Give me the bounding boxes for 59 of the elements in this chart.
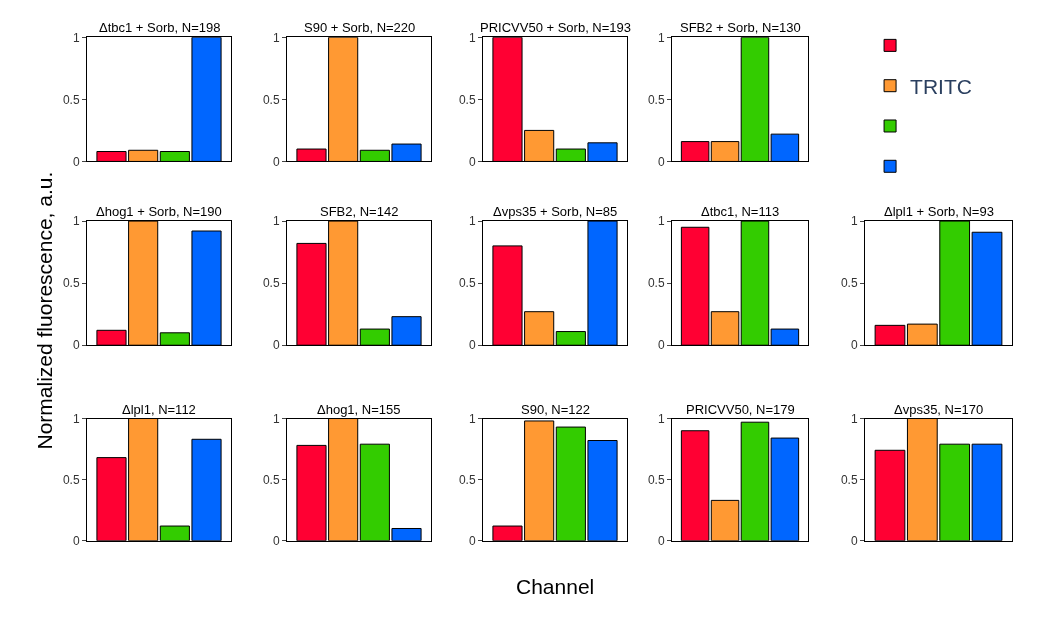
y-tick-label: 0.5 [62, 92, 80, 107]
y-tick-label: 0.5 [262, 92, 280, 107]
y-tick-label: 1 [272, 411, 280, 426]
y-tick-label: 1 [468, 214, 476, 229]
y-tick-label: 0 [272, 338, 280, 353]
chart-title: S90 + Sorb, N=220 [304, 20, 416, 35]
y-tick-label: 0.5 [62, 472, 80, 487]
y-tick-label: 0 [468, 533, 476, 548]
y-tick-label: 0.5 [647, 276, 665, 291]
y-tick-label: 0.5 [647, 472, 665, 487]
chart-title: Δtbc1, N=113 [701, 204, 780, 219]
y-tick-label: 1 [850, 411, 858, 426]
y-tick-label: 0 [850, 338, 858, 353]
y-tick-label: 1 [272, 30, 280, 45]
y-tick-label: 0.5 [840, 472, 858, 487]
y-tick-label: 0.5 [647, 92, 665, 107]
chart-title: Δlpl1, N=112 [122, 402, 196, 417]
y-tick-label: 1 [72, 411, 80, 426]
y-tick-label: 0.5 [62, 276, 80, 291]
legend-label: TRITC [910, 74, 972, 98]
x-axis-title: Channel [516, 575, 595, 598]
chart-title: PRICVV50, N=179 [686, 402, 795, 417]
y-tick-label: 0 [657, 154, 665, 169]
y-tick-label: 0 [850, 533, 858, 548]
y-tick-label: 0 [72, 154, 80, 169]
y-tick-label: 0 [468, 338, 476, 353]
y-tick-label: 1 [272, 214, 280, 229]
y-tick-label: 0 [72, 338, 80, 353]
chart-title: SFB2 + Sorb, N=130 [680, 20, 801, 35]
chart-title: Δhog1 + Sorb, N=190 [96, 204, 222, 219]
y-axis-title: Normalized fluorescence, a.u. [32, 171, 56, 450]
y-tick-label: 0 [272, 154, 280, 169]
y-tick-label: 1 [72, 30, 80, 45]
y-tick-label: 1 [468, 411, 476, 426]
y-tick-label: 1 [657, 30, 665, 45]
y-tick-label: 1 [657, 214, 665, 229]
chart-title: SFB2, N=142 [320, 204, 399, 219]
chart-title: Δhog1, N=155 [317, 402, 401, 417]
chart-title: Δvps35, N=170 [894, 402, 984, 417]
chart-title: Δtbc1 + Sorb, N=198 [99, 20, 221, 35]
y-tick-label: 0 [72, 533, 80, 548]
chart-title: PRICVV50 + Sorb, N=193 [480, 20, 632, 35]
y-tick-label: 0 [272, 533, 280, 548]
chart-title: Δvps35 + Sorb, N=85 [493, 204, 618, 219]
y-tick-label: 0.5 [458, 276, 476, 291]
chart-title: Δlpl1 + Sorb, N=93 [884, 204, 994, 219]
y-tick-label: 0.5 [458, 472, 476, 487]
y-tick-label: 1 [468, 30, 476, 45]
y-tick-label: 0.5 [262, 472, 280, 487]
y-tick-label: 0 [657, 533, 665, 548]
y-tick-label: 0.5 [840, 276, 858, 291]
y-tick-label: 1 [72, 214, 80, 229]
y-tick-label: 0.5 [262, 276, 280, 291]
y-tick-label: 0 [657, 338, 665, 353]
y-tick-label: 0.5 [458, 92, 476, 107]
y-tick-label: 1 [657, 411, 665, 426]
y-tick-label: 0 [468, 154, 476, 169]
chart-title: S90, N=122 [521, 402, 591, 417]
y-tick-label: 1 [850, 214, 858, 229]
